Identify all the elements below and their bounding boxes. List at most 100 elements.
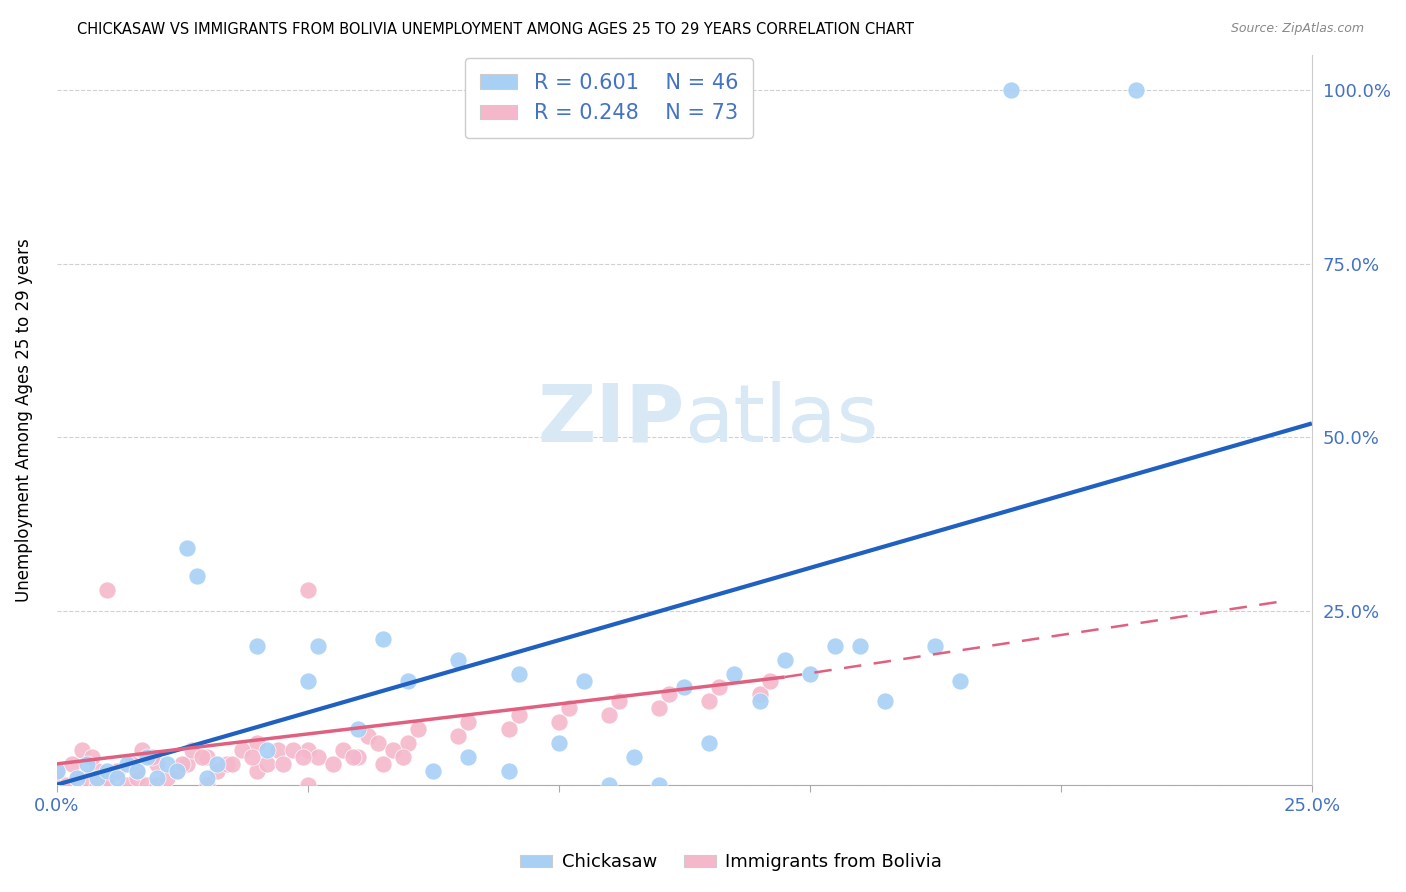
Point	[849, 639, 872, 653]
Point	[217, 756, 239, 771]
Point	[422, 764, 444, 778]
Point	[86, 771, 108, 785]
Point	[136, 778, 159, 792]
Point	[396, 736, 419, 750]
Point	[457, 715, 479, 730]
Point	[45, 764, 67, 778]
Point	[96, 764, 118, 778]
Point	[623, 750, 645, 764]
Point	[648, 778, 671, 792]
Point	[115, 778, 138, 792]
Point	[125, 771, 148, 785]
Point	[1000, 83, 1022, 97]
Point	[382, 743, 405, 757]
Point	[271, 756, 294, 771]
Point	[96, 583, 118, 598]
Point	[508, 666, 530, 681]
Text: ZIP: ZIP	[537, 381, 685, 459]
Point	[172, 756, 194, 771]
Point	[45, 771, 67, 785]
Point	[357, 729, 380, 743]
Point	[246, 764, 269, 778]
Point	[125, 764, 148, 778]
Point	[55, 778, 77, 792]
Point	[547, 715, 569, 730]
Point	[297, 673, 319, 688]
Point	[76, 756, 98, 771]
Point	[66, 771, 89, 785]
Y-axis label: Unemployment Among Ages 25 to 29 years: Unemployment Among Ages 25 to 29 years	[15, 238, 32, 602]
Point	[396, 673, 419, 688]
Point	[748, 687, 770, 701]
Point	[281, 743, 304, 757]
Text: CHICKASAW VS IMMIGRANTS FROM BOLIVIA UNEMPLOYMENT AMONG AGES 25 TO 29 YEARS CORR: CHICKASAW VS IMMIGRANTS FROM BOLIVIA UNE…	[77, 22, 914, 37]
Point	[176, 756, 198, 771]
Legend: R = 0.601    N = 46, R = 0.248    N = 73: R = 0.601 N = 46, R = 0.248 N = 73	[465, 58, 752, 138]
Point	[347, 722, 370, 736]
Point	[658, 687, 681, 701]
Point	[266, 743, 288, 757]
Point	[598, 708, 620, 723]
Point	[342, 750, 364, 764]
Point	[607, 694, 630, 708]
Point	[186, 569, 208, 583]
Point	[297, 743, 319, 757]
Point	[371, 632, 394, 646]
Point	[773, 653, 796, 667]
Point	[547, 736, 569, 750]
Point	[498, 722, 520, 736]
Point	[136, 750, 159, 764]
Point	[70, 743, 93, 757]
Point	[758, 673, 780, 688]
Point	[156, 756, 179, 771]
Point	[105, 771, 128, 785]
Point	[1125, 83, 1147, 97]
Point	[824, 639, 846, 653]
Point	[45, 778, 67, 792]
Point	[447, 729, 470, 743]
Point	[598, 778, 620, 792]
Point	[322, 756, 344, 771]
Point	[96, 778, 118, 792]
Point	[673, 681, 696, 695]
Point	[242, 750, 264, 764]
Point	[307, 639, 329, 653]
Point	[508, 708, 530, 723]
Point	[723, 666, 745, 681]
Point	[709, 681, 731, 695]
Point	[195, 778, 218, 792]
Point	[332, 743, 354, 757]
Point	[498, 764, 520, 778]
Point	[166, 764, 188, 778]
Point	[207, 756, 229, 771]
Text: Source: ZipAtlas.com: Source: ZipAtlas.com	[1230, 22, 1364, 36]
Point	[45, 764, 67, 778]
Point	[195, 750, 218, 764]
Point	[699, 736, 721, 750]
Point	[221, 756, 243, 771]
Point	[176, 541, 198, 556]
Point	[371, 756, 394, 771]
Point	[146, 771, 169, 785]
Point	[231, 743, 253, 757]
Point	[86, 764, 108, 778]
Point	[156, 771, 179, 785]
Legend: Chickasaw, Immigrants from Bolivia: Chickasaw, Immigrants from Bolivia	[513, 847, 949, 879]
Point	[166, 764, 188, 778]
Point	[648, 701, 671, 715]
Point	[924, 639, 946, 653]
Point	[76, 771, 98, 785]
Point	[246, 639, 269, 653]
Point	[799, 666, 821, 681]
Point	[748, 694, 770, 708]
Point	[949, 673, 972, 688]
Point	[297, 583, 319, 598]
Point	[256, 756, 278, 771]
Point	[131, 743, 153, 757]
Point	[406, 722, 429, 736]
Point	[457, 750, 479, 764]
Point	[256, 743, 278, 757]
Point	[80, 750, 103, 764]
Point	[367, 736, 389, 750]
Point	[392, 750, 415, 764]
